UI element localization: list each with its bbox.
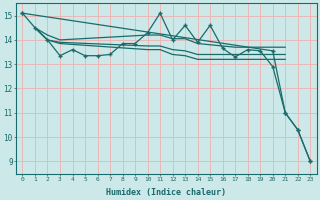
X-axis label: Humidex (Indice chaleur): Humidex (Indice chaleur) bbox=[106, 188, 226, 197]
